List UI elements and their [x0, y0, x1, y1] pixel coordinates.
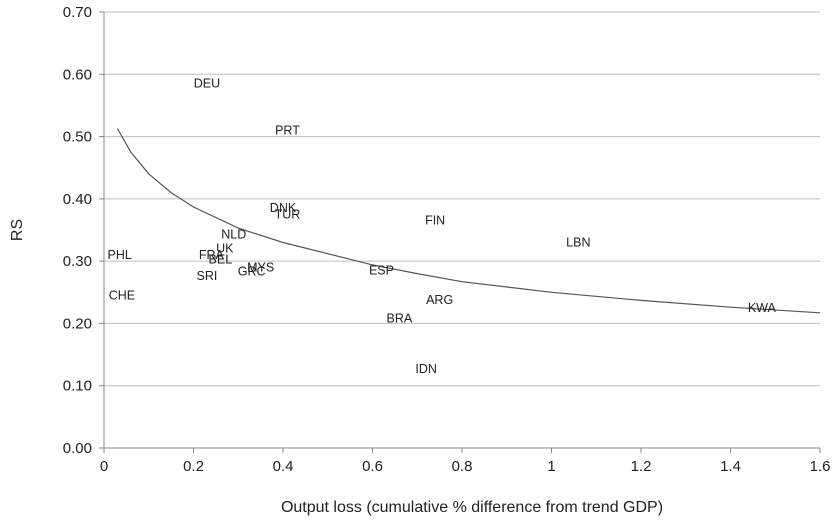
data-point-sri: SRI: [197, 269, 218, 283]
data-point-tur: TUR: [275, 207, 301, 221]
gridlines: [104, 11, 820, 449]
y-tick-label: 0.40: [63, 191, 92, 208]
x-tick-label: 1.2: [631, 458, 652, 475]
y-tick-label: 0.70: [63, 4, 92, 21]
x-tick-label: 0.8: [452, 458, 473, 475]
y-tick-label: 0.50: [63, 129, 92, 146]
x-tick-label: 0: [100, 458, 108, 475]
data-point-deu: DEU: [194, 77, 220, 91]
data-point-kwa: KWA: [748, 301, 777, 315]
x-tick-label: 0.2: [183, 458, 204, 475]
data-point-idn: IDN: [415, 362, 437, 376]
data-point-uk: UK: [216, 242, 234, 256]
data-point-nld: NLD: [221, 227, 246, 241]
data-point-fra: FRA: [199, 248, 225, 262]
data-point-arg: ARG: [426, 293, 453, 307]
data-point-prt: PRT: [275, 123, 300, 137]
data-point-bel: BEL: [209, 252, 233, 266]
data-point-bra: BRA: [386, 311, 412, 325]
y-axis-title: RS: [9, 219, 26, 241]
data-point-fin: FIN: [425, 214, 445, 228]
y-tick-labels: 0.00 0.10 0.20 0.30 0.40 0.50 0.60 0.70: [63, 4, 92, 457]
data-point-lbn: LBN: [566, 235, 590, 249]
trend-line: [116, 128, 821, 314]
y-tick-label: 0.10: [63, 378, 92, 395]
x-tick-label: 1.4: [720, 458, 741, 475]
data-point-che: CHE: [109, 288, 135, 302]
data-point-dnk: DNK: [270, 201, 297, 215]
axes: [99, 11, 821, 453]
data-point-phl: PHL: [107, 248, 131, 262]
y-tick-label: 0.30: [63, 253, 92, 270]
x-tick-label: 1.6: [810, 458, 831, 475]
y-tick-label: 0.20: [63, 315, 92, 332]
x-tick-label: 1: [547, 458, 555, 475]
data-point-grc: GRC: [238, 265, 266, 279]
data-point-mys: MYS: [247, 260, 274, 274]
y-tick-label: 0.60: [63, 66, 92, 83]
y-tick-label: 0.00: [63, 440, 92, 457]
x-tick-labels: 0 0.2 0.4 0.6 0.8 1 1.2 1.4 1.6: [100, 458, 831, 475]
x-tick-label: 0.4: [273, 458, 294, 475]
data-point-esp: ESP: [369, 263, 394, 277]
x-axis-title: Output loss (cumulative % difference fro…: [281, 499, 663, 516]
x-tick-label: 0.6: [362, 458, 383, 475]
